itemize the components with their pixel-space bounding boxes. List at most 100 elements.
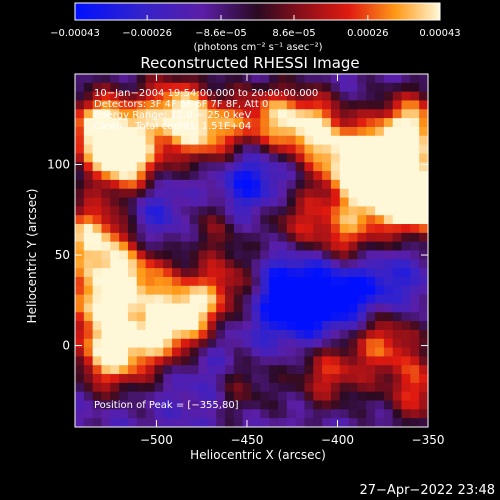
heatmap-cell <box>410 285 420 296</box>
heatmap-cell <box>383 365 394 375</box>
heatmap-cell <box>154 347 164 357</box>
heatmap-cell <box>366 171 376 181</box>
heatmap-cell <box>163 259 173 269</box>
heatmap-cell <box>339 268 350 278</box>
heatmap-cell <box>410 409 420 419</box>
heatmap-cell <box>392 400 403 410</box>
heatmap-cell <box>198 382 208 393</box>
heatmap-cell <box>119 171 129 181</box>
heatmap-cell <box>260 312 270 322</box>
heatmap-cell <box>313 135 323 146</box>
heatmap-cell <box>75 338 85 349</box>
heatmap-cell <box>313 206 323 216</box>
heatmap-cell <box>242 126 253 137</box>
heatmap-cell <box>366 126 376 137</box>
heatmap-cell <box>119 215 129 225</box>
heatmap-cell <box>277 135 288 146</box>
heatmap-cell <box>419 118 429 128</box>
heatmap-cell <box>366 179 376 190</box>
heatmap-cell <box>304 241 314 252</box>
heatmap-cell <box>251 365 261 375</box>
heatmap-cell <box>110 391 120 402</box>
heatmap-cell <box>260 329 270 340</box>
heatmap-cell <box>304 356 314 366</box>
heatmap-cell <box>348 135 358 146</box>
heatmap-cell <box>154 215 164 225</box>
heatmap-cell <box>225 268 235 278</box>
heatmap-cell <box>375 171 385 181</box>
heatmap-cell <box>375 285 385 296</box>
heatmap-cell <box>110 374 120 384</box>
heatmap-cell <box>401 338 411 349</box>
heatmap-cell <box>304 171 314 181</box>
heatmap-cell <box>348 74 358 84</box>
heatmap-cell <box>366 224 376 234</box>
heatmap-cell <box>101 162 111 172</box>
heatmap-cell <box>127 126 138 137</box>
heatmap-cell <box>101 126 111 137</box>
heatmap-cell <box>92 224 103 234</box>
heatmap-cell <box>251 126 261 137</box>
heatmap-cell <box>339 91 350 102</box>
heatmap-cell <box>366 338 376 349</box>
heatmap-cell <box>269 179 279 190</box>
heatmap-cell <box>101 329 111 340</box>
heatmap-cell <box>304 224 314 234</box>
heatmap-cell <box>277 153 288 163</box>
heatmap-cell <box>366 382 376 393</box>
heatmap-cell <box>348 294 358 305</box>
heatmap-cell <box>145 268 156 278</box>
heatmap-cell <box>322 197 332 207</box>
heatmap-cell <box>269 135 279 146</box>
heatmap-cell <box>145 82 156 93</box>
heatmap-cell <box>392 179 403 190</box>
heatmap-cell <box>366 188 376 199</box>
heatmap-cell <box>322 82 332 93</box>
heatmap-cell <box>180 259 191 269</box>
heatmap-cell <box>277 365 288 375</box>
heatmap-cell <box>189 285 200 296</box>
heatmap-cell <box>92 391 103 402</box>
heatmap-cell <box>295 135 306 146</box>
heatmap-cell <box>348 91 358 102</box>
heatmap-cell <box>295 74 306 84</box>
heatmap-cell <box>401 82 411 93</box>
heatmap-cell <box>136 365 147 375</box>
heatmap-cell <box>392 224 403 234</box>
heatmap-cell <box>119 259 129 269</box>
heatmap-cell <box>92 126 103 137</box>
heatmap-cell <box>180 321 191 331</box>
heatmap-cell <box>154 153 164 163</box>
heatmap-cell <box>180 179 191 190</box>
colorbar-tick-label: 0.00043 <box>419 28 460 39</box>
heatmap-cell <box>92 109 103 119</box>
heatmap-cell <box>366 162 376 172</box>
heatmap-cell <box>251 338 261 349</box>
heatmap-cell <box>348 276 358 287</box>
heatmap-cell <box>269 285 279 296</box>
heatmap-cell <box>119 321 129 331</box>
heatmap-cell <box>225 171 235 181</box>
heatmap-cell <box>136 126 147 137</box>
heatmap-cell <box>119 74 129 84</box>
heatmap-cell <box>92 153 103 163</box>
heatmap-cell <box>136 391 147 402</box>
heatmap-cell <box>295 347 306 357</box>
heatmap-cell <box>286 276 297 287</box>
heatmap-cell <box>401 294 411 305</box>
heatmap-cell <box>260 100 270 110</box>
heatmap-cell <box>242 171 253 181</box>
heatmap-cell <box>304 409 314 419</box>
heatmap-cell <box>92 144 103 155</box>
heatmap-cell <box>242 179 253 190</box>
heatmap-cell <box>198 162 208 172</box>
heatmap-cell <box>242 82 253 93</box>
heatmap-cell <box>269 224 279 234</box>
heatmap-cell <box>339 329 350 340</box>
heatmap-cell <box>313 188 323 199</box>
heatmap-cell <box>410 418 420 428</box>
heatmap-cell <box>145 303 156 313</box>
heatmap-cell <box>127 250 138 260</box>
heatmap-cell <box>233 188 244 199</box>
heatmap-cell <box>189 224 200 234</box>
